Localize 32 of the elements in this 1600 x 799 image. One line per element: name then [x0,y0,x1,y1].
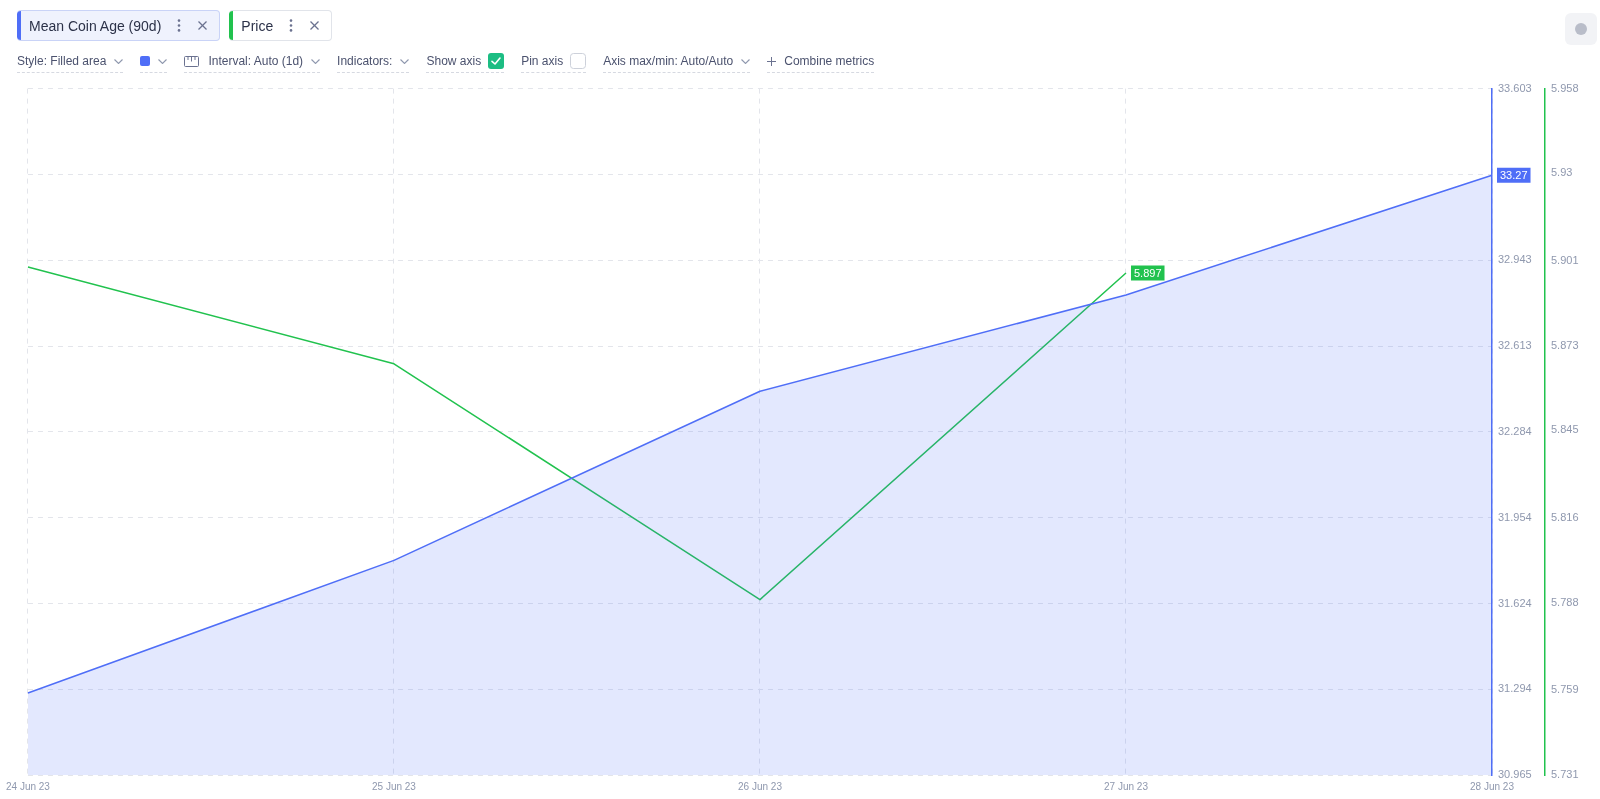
x-tick-label: 25 Jun 23 [372,780,417,792]
y2-tick-label: 5.901 [1551,253,1579,266]
y2-tick-label: 5.731 [1551,768,1579,781]
text: Show axis [426,54,482,68]
y2-tick-label: 5.845 [1551,423,1579,436]
x-tick-label: 26 Jun 23 [738,780,783,792]
y2-tick-label: 5.958 [1551,81,1579,94]
text: Interval: Auto (1d) [208,54,304,68]
y-tick-label: 32.943 [1498,253,1532,266]
data-label: 33.27 [1500,168,1528,181]
y-tick-label: 31.624 [1498,596,1532,609]
y-tick-label: 32.613 [1498,339,1532,352]
y2-tick-label: 5.759 [1551,683,1579,696]
x-tick-label: 24 Jun 23 [5,780,51,792]
legend-label: Price [241,17,274,34]
y-tick-label: 32.284 [1498,424,1532,437]
y2-tick-label: 5.788 [1551,595,1579,608]
legend-label: Mean Coin Age (90d) [29,17,162,34]
x-tick-label: 28 Jun 23 [1470,780,1515,792]
text: Pin axis [521,54,564,68]
y-tick-label: 31.954 [1498,510,1532,523]
y2-tick-label: 5.816 [1551,511,1579,524]
text: Indicators: [337,54,393,68]
y-tick-label: 31.294 [1498,682,1532,695]
y2-tick-label: 5.873 [1551,338,1579,351]
y2-tick-label: 5.93 [1551,166,1573,179]
x-tick-label: 27 Jun 23 [1104,780,1149,792]
text: Style: Filled area [17,54,107,68]
text: Combine metrics [784,54,875,68]
y-tick-label: 33.603 [1498,81,1532,94]
text: Axis max/min: Auto/Auto [603,54,734,68]
y-tick-label: 30.965 [1498,768,1532,781]
